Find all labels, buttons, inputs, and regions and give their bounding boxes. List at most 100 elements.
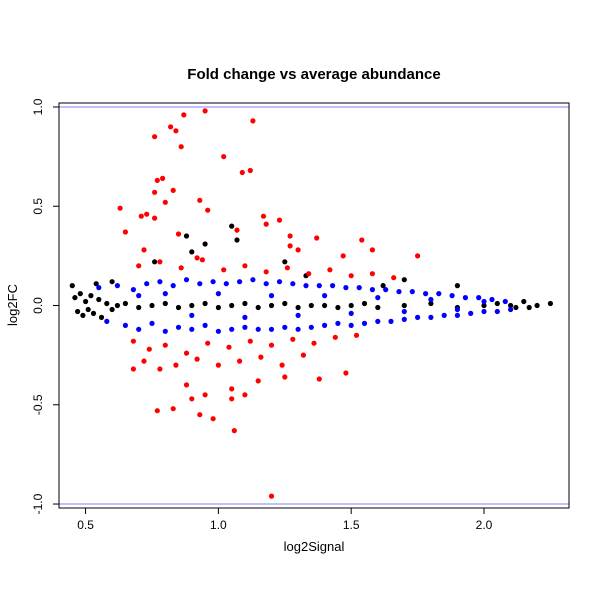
data-point [237, 358, 243, 364]
data-point [90, 310, 97, 316]
data-point [205, 207, 211, 213]
data-point [162, 300, 168, 307]
data-point [356, 285, 362, 291]
data-point [202, 300, 208, 307]
data-point [223, 281, 229, 287]
data-point [481, 308, 487, 315]
data-point [476, 295, 482, 301]
data-point [88, 293, 94, 299]
data-point [300, 352, 306, 358]
data-point [295, 326, 301, 332]
data-point [369, 247, 375, 253]
data-point [197, 412, 203, 418]
data-point [335, 320, 341, 326]
data-point [508, 302, 514, 309]
data-point [303, 283, 309, 289]
data-point [215, 291, 221, 297]
data-point [513, 304, 519, 311]
data-point [287, 233, 293, 239]
data-point [170, 283, 176, 289]
data-point [136, 304, 142, 311]
y-axis: -1.0 -0.5 0.0 0.5 1.0 [31, 98, 60, 514]
data-point [189, 312, 195, 318]
data-point [175, 304, 182, 311]
data-point [441, 312, 447, 318]
data-point [380, 283, 386, 289]
data-point [226, 344, 232, 350]
data-point [141, 247, 147, 253]
data-point [282, 259, 288, 265]
data-point [327, 267, 333, 273]
data-point [229, 326, 235, 332]
data-point [449, 293, 455, 299]
y-tick-label: 1.0 [31, 98, 45, 115]
data-point [170, 406, 176, 412]
data-point [353, 332, 360, 338]
data-point [375, 318, 381, 324]
data-point [348, 322, 354, 328]
data-point [183, 350, 190, 356]
data-point [157, 366, 163, 372]
data-point [415, 314, 421, 320]
data-point [162, 342, 168, 348]
data-point [359, 237, 365, 243]
data-point [348, 310, 354, 316]
data-point [229, 223, 235, 229]
data-point [170, 187, 176, 193]
data-point [375, 295, 381, 301]
data-point [401, 316, 407, 322]
data-point [340, 253, 346, 259]
data-point [260, 213, 267, 219]
data-point [401, 302, 407, 309]
data-point [157, 279, 163, 285]
data-point [263, 269, 269, 275]
reference-lines [59, 106, 569, 505]
data-point [268, 302, 275, 309]
data-point [242, 263, 248, 269]
data-point [423, 291, 429, 297]
data-point [428, 300, 434, 307]
data-point [77, 291, 83, 297]
data-point [343, 370, 349, 376]
data-point [343, 285, 349, 291]
data-point [183, 233, 190, 239]
data-point [183, 277, 190, 283]
data-point [189, 302, 195, 309]
data-point [287, 243, 293, 249]
data-point [152, 134, 158, 140]
data-point [80, 312, 86, 318]
data-point [154, 177, 160, 183]
data-point [83, 298, 89, 305]
data-point [173, 362, 179, 368]
data-point [154, 408, 160, 414]
x-tick-label: 1.5 [343, 518, 360, 532]
data-point [268, 493, 275, 499]
data-point [242, 314, 248, 320]
data-point [322, 293, 328, 299]
data-point [114, 302, 120, 309]
data-point [250, 277, 256, 283]
data-point [160, 175, 166, 181]
data-point [276, 217, 283, 223]
data-point [268, 342, 275, 348]
data-point [136, 326, 142, 332]
data-point [316, 376, 322, 382]
data-point [221, 267, 227, 273]
data-point [215, 328, 221, 334]
data-point [428, 296, 434, 303]
data-point [255, 378, 261, 384]
data-point [85, 306, 91, 313]
data-point [383, 287, 389, 293]
data-point [348, 302, 354, 309]
data-point [162, 328, 168, 334]
data-point [242, 324, 248, 330]
data-point [117, 205, 123, 211]
data-point [314, 235, 320, 241]
data-point [98, 314, 105, 320]
data-point [122, 229, 128, 235]
data-point [202, 392, 208, 398]
data-point [388, 318, 394, 324]
data-point [268, 293, 275, 299]
data-point [96, 296, 102, 303]
